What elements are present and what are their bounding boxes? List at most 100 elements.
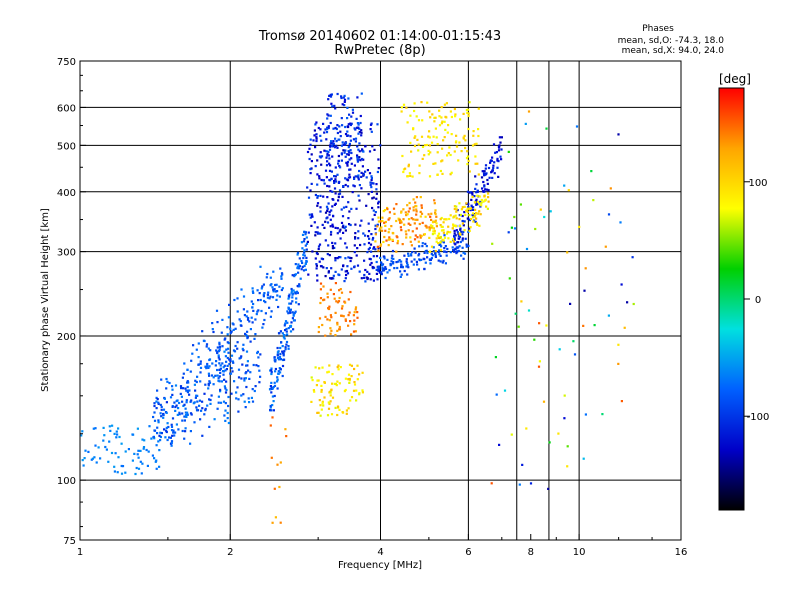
data-point [270,381,273,384]
data-point [370,122,373,125]
data-point [397,217,400,220]
data-point [261,326,264,329]
data-point [87,450,90,453]
data-point [296,265,299,268]
data-point [240,377,243,380]
data-point [422,257,425,260]
data-point [165,426,168,429]
data-point [320,384,323,387]
data-point [180,387,183,390]
data-point [336,92,339,96]
data-point [475,183,478,186]
data-point [355,389,358,392]
data-point [430,141,434,144]
data-point [228,363,231,366]
data-point [421,245,424,248]
data-point [527,110,531,113]
data-point [287,306,290,309]
data-point [339,256,342,259]
data-point [153,402,156,405]
data-point [365,276,368,279]
data-point [604,245,607,248]
data-point [368,272,371,275]
data-point [309,172,312,175]
data-point [324,275,327,278]
data-point [93,456,96,459]
data-point [353,176,356,179]
data-point [418,172,421,175]
data-point [356,247,359,250]
data-point [162,416,165,419]
data-point [356,154,359,157]
data-point [184,427,187,430]
data-point [416,236,419,239]
data-point [336,131,339,135]
data-point [430,226,434,229]
data-point [193,383,196,386]
data-point [251,388,254,391]
data-point [278,485,281,489]
data-point [514,312,517,315]
data-point [209,349,212,352]
data-point [542,400,546,403]
data-point [184,387,187,390]
data-point [315,264,318,267]
data-point [347,125,350,129]
data-point [475,222,478,225]
data-point [563,184,566,187]
data-point [430,218,433,221]
data-point [121,465,125,468]
data-point [330,413,334,416]
data-point [357,237,360,240]
data-point [377,158,380,161]
data-point [239,320,242,323]
data-point [414,234,417,237]
data-point [329,288,332,291]
data-point [232,361,235,364]
data-point [223,378,226,381]
data-point [384,229,387,232]
data-point [381,263,384,266]
data-point [631,256,634,259]
data-point [459,213,462,216]
data-point [583,289,586,292]
data-point [282,354,285,357]
data-point [370,175,373,178]
data-point [274,367,277,371]
data-point [279,267,282,270]
data-point [334,259,337,262]
data-point [369,181,372,184]
data-point [409,174,412,177]
data-point [319,194,322,197]
data-point [337,154,340,158]
data-point [343,390,346,393]
data-point [281,345,284,348]
data-point [229,372,233,375]
data-point [358,373,361,376]
data-point [261,285,264,288]
data-point [181,429,184,433]
data-point [336,146,339,149]
data-point [340,307,344,310]
data-point [371,238,374,241]
data-point [152,436,155,439]
data-point [415,210,418,213]
data-point [457,249,460,252]
data-point [358,127,361,130]
data-point [333,246,336,249]
data-point [582,457,585,460]
data-point [454,225,458,228]
data-point [487,192,490,195]
data-point [373,246,376,249]
data-point [446,131,449,134]
data-point [411,175,414,178]
data-point [337,196,340,199]
data-point [349,139,352,142]
data-point [421,242,424,245]
data-point [386,271,389,274]
data-point [189,412,193,415]
data-point [92,427,95,430]
data-point [429,224,432,227]
data-point [379,227,382,230]
data-point [414,135,417,138]
